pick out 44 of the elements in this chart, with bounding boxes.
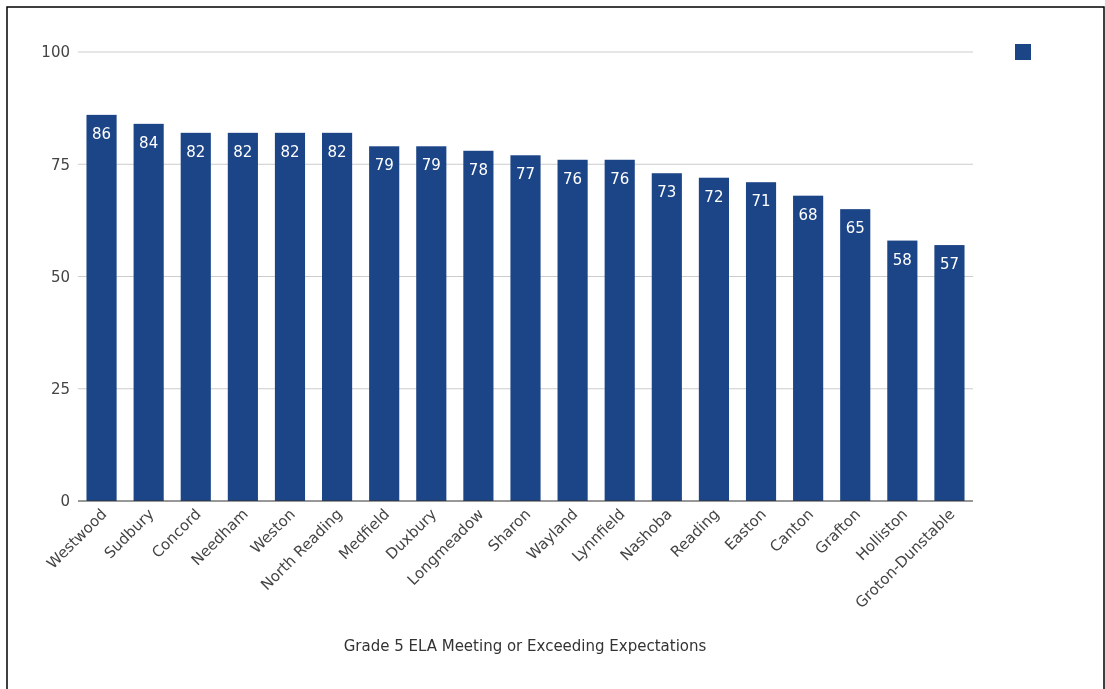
data-label: 82 [327, 142, 347, 161]
y-tick-label: 100 [41, 43, 70, 62]
data-label: 71 [751, 192, 771, 211]
bar [274, 132, 306, 501]
data-label: 78 [468, 160, 488, 179]
bar [227, 132, 258, 501]
data-label: 76 [610, 169, 630, 188]
y-tick-label: 75 [50, 155, 70, 174]
bar [840, 209, 871, 501]
bar [557, 159, 588, 501]
bar [180, 132, 211, 501]
y-tick-label: 0 [60, 492, 70, 511]
y-tick-label: 25 [50, 380, 70, 398]
data-label: 57 [939, 255, 959, 274]
bar [416, 146, 447, 501]
data-label: 76 [563, 169, 583, 188]
x-axis-title: Grade 5 ELA Meeting or Exceeding Expectations [343, 637, 707, 655]
bar [133, 123, 164, 501]
data-label: 73 [657, 183, 677, 202]
bar [745, 182, 777, 501]
bar [369, 146, 400, 501]
data-label: 68 [798, 205, 818, 224]
data-label: 82 [186, 142, 206, 161]
data-label: 82 [280, 142, 300, 161]
bar [604, 159, 635, 501]
data-label: 72 [704, 187, 724, 206]
data-label: 86 [92, 124, 112, 143]
bar [463, 150, 494, 501]
data-label: 58 [892, 250, 912, 269]
data-label: 82 [233, 142, 253, 161]
bar [698, 177, 729, 501]
bar [651, 173, 682, 501]
bar [934, 245, 965, 501]
data-label: 79 [421, 156, 441, 175]
bar [793, 195, 824, 501]
data-label: 84 [139, 133, 159, 152]
data-label: 77 [515, 165, 536, 184]
y-tick-label: 50 [50, 267, 70, 286]
data-label: 79 [374, 156, 394, 175]
bar [322, 132, 353, 501]
bar [887, 240, 918, 501]
data-label: 65 [845, 219, 865, 238]
bar [510, 155, 541, 501]
bar [86, 114, 117, 501]
